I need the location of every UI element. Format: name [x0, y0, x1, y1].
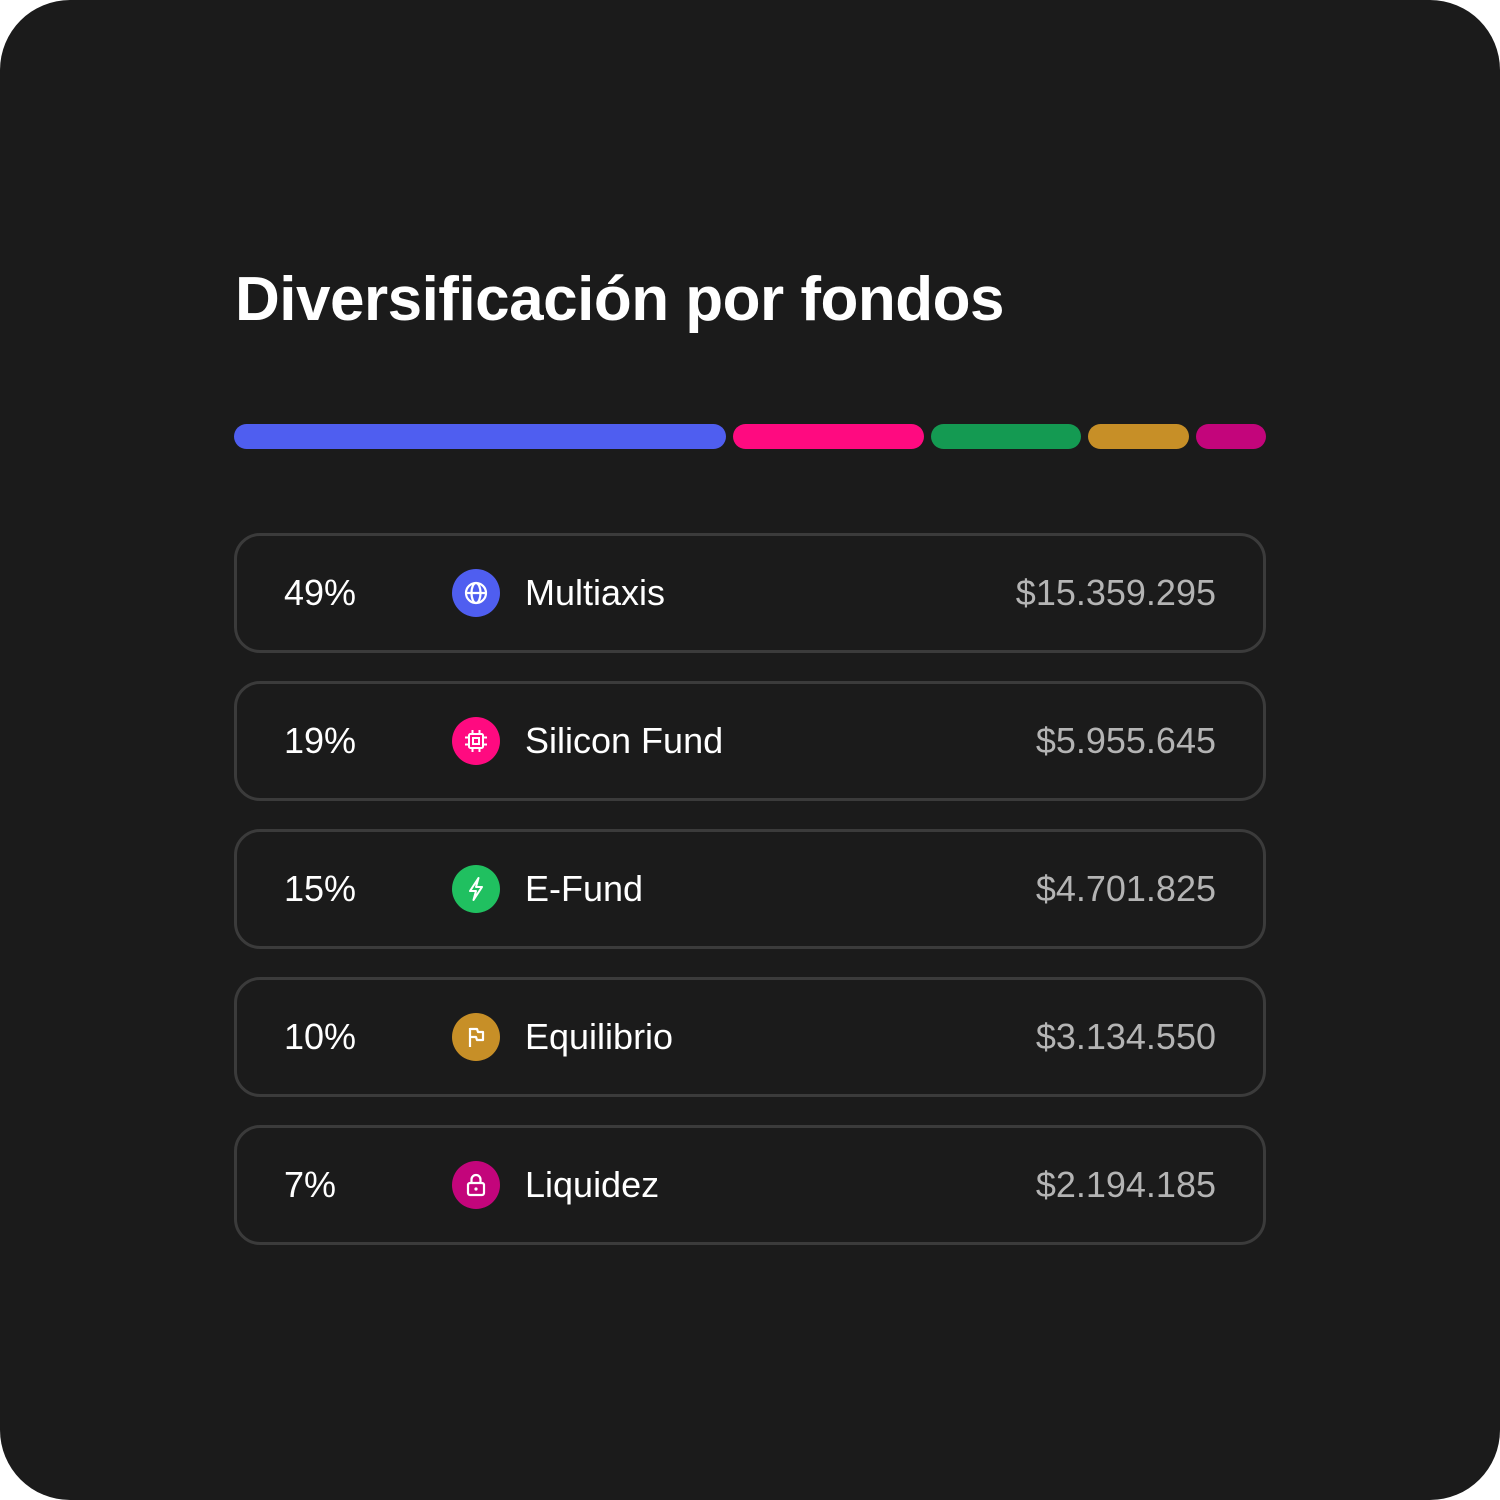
fund-amount: $15.359.295 [1015, 572, 1216, 613]
allocation-segment-silicon-fund [732, 424, 924, 449]
lock-icon [452, 1161, 500, 1209]
flag-icon [452, 1013, 500, 1061]
card-title: Diversificación por fondos [235, 265, 1005, 334]
globe-icon [452, 569, 500, 617]
fund-percent: 15% [284, 868, 357, 909]
chip-icon [452, 717, 500, 765]
fund-row-silicon-fund[interactable]: 19% [234, 681, 1266, 801]
fund-list: 49% Multiaxis $15.359.295 19% [234, 533, 1266, 1245]
fund-amount: $2.194.185 [1035, 1164, 1216, 1205]
fund-row-e-fund[interactable]: 15% E-Fund $4.701.825 [234, 829, 1266, 949]
allocation-segment-liquidez [1195, 424, 1266, 449]
lightning-icon [452, 865, 500, 913]
fund-row-equilibrio[interactable]: 10% Equilibrio $3.134.550 [234, 977, 1266, 1097]
fund-percent: 19% [284, 720, 357, 761]
fund-row-liquidez[interactable]: 7% Liquidez $2.194.185 [234, 1125, 1266, 1245]
allocation-segment-e-fund [930, 424, 1082, 449]
fund-row-multiaxis[interactable]: 49% Multiaxis $15.359.295 [234, 533, 1266, 653]
fund-percent: 10% [284, 1016, 357, 1057]
fund-name: Liquidez [525, 1164, 660, 1205]
fund-amount: $5.955.645 [1035, 720, 1216, 761]
fund-name: Multiaxis [525, 572, 666, 613]
fund-amount: $4.701.825 [1035, 868, 1216, 909]
allocation-segment-multiaxis [234, 424, 726, 449]
fund-percent: 49% [284, 572, 357, 613]
fund-amount: $3.134.550 [1035, 1016, 1216, 1057]
allocation-segment-equilibrio [1088, 424, 1189, 449]
allocation-bar [234, 424, 1266, 449]
fund-name: E-Fund [525, 868, 644, 909]
fund-percent: 7% [284, 1164, 337, 1205]
fund-name: Equilibrio [525, 1016, 674, 1057]
fund-name: Silicon Fund [525, 720, 724, 761]
